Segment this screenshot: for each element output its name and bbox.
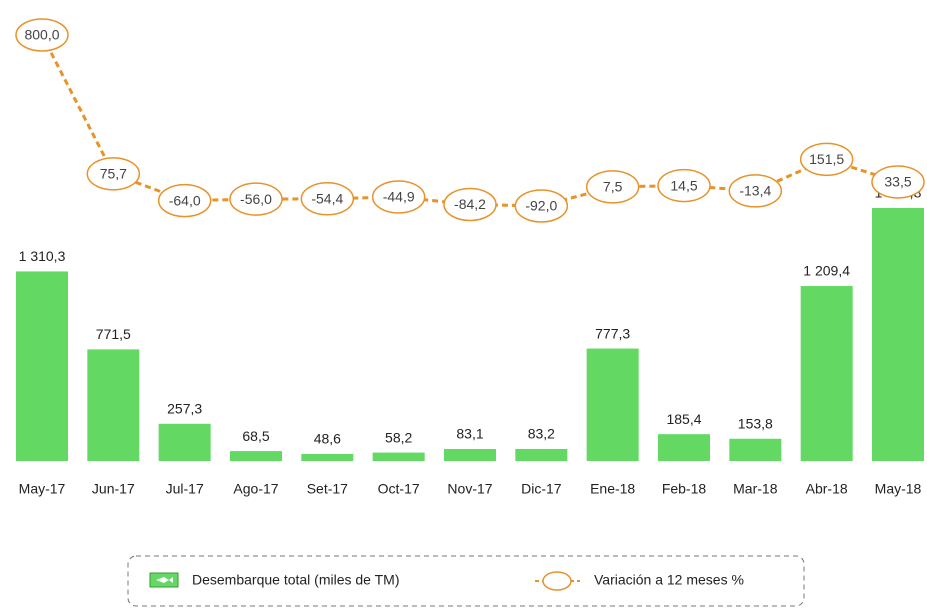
bar-value-label: 1 209,4 <box>803 263 850 279</box>
bar <box>586 348 639 461</box>
line-value-label: -84,2 <box>454 196 486 212</box>
line-marker <box>799 142 854 177</box>
bar <box>301 453 354 461</box>
line-marker <box>371 180 426 214</box>
bar-value-label: 771,5 <box>96 326 131 342</box>
line-value-label: -54,4 <box>311 190 343 206</box>
x-tick-label: May-17 <box>19 481 66 497</box>
bar-value-label: 48,6 <box>314 431 341 447</box>
line-value-label: -92,0 <box>525 198 557 214</box>
legend-label: Variación a 12 meses % <box>594 572 744 588</box>
bar <box>372 452 425 461</box>
bar <box>872 208 924 461</box>
line-marker <box>300 182 355 216</box>
line-marker <box>871 165 925 199</box>
x-tick-label: Ago-17 <box>233 481 278 497</box>
line-value-label: -56,0 <box>240 191 272 207</box>
bar-value-label: 68,5 <box>242 428 269 444</box>
line-value-label: 33,5 <box>884 174 911 190</box>
bar <box>230 451 282 461</box>
bar-value-label: 153,8 <box>738 415 773 431</box>
x-tick-label: Dic-17 <box>521 481 562 497</box>
bar <box>658 434 710 461</box>
bar <box>800 286 853 461</box>
line-value-label: -44,9 <box>383 189 415 205</box>
bar <box>158 423 211 461</box>
line-marker <box>229 182 283 216</box>
x-tick-label: Oct-17 <box>378 481 420 497</box>
x-tick-label: Ene-18 <box>590 481 635 497</box>
bar <box>444 448 496 461</box>
legend-label: Desembarque total (miles de TM) <box>192 572 399 588</box>
line-value-label: 75,7 <box>100 166 127 182</box>
line-marker <box>15 18 69 52</box>
bar <box>729 438 782 461</box>
line-marker <box>86 157 141 191</box>
bar-value-label: 1 310,3 <box>19 248 66 264</box>
line-value-label: 151,5 <box>809 151 844 167</box>
x-tick-label: Set-17 <box>307 481 348 497</box>
bar-value-label: 777,3 <box>595 325 630 341</box>
bar <box>16 271 68 461</box>
legend-icon <box>156 577 173 583</box>
bar <box>515 448 568 461</box>
legend-box <box>127 555 805 607</box>
line-marker <box>728 174 783 208</box>
line-value-label: -13,4 <box>739 183 771 199</box>
bar-value-label: 185,4 <box>666 411 701 427</box>
x-tick-label: Feb-18 <box>662 481 707 497</box>
line-marker <box>157 183 212 218</box>
line-marker <box>443 187 497 222</box>
bar-value-label: 83,1 <box>456 426 483 442</box>
x-tick-label: May-18 <box>875 481 922 497</box>
x-tick-label: Jul-17 <box>166 481 204 497</box>
line-value-label: 7,5 <box>603 179 623 195</box>
x-tick-label: Abr-18 <box>806 481 848 497</box>
line-marker <box>514 189 569 223</box>
legend: Desembarque total (miles de TM) Variació… <box>149 571 744 591</box>
line-marker <box>657 168 711 203</box>
line-value-label: 800,0 <box>24 27 59 43</box>
legend-swatch-marker <box>542 571 572 591</box>
x-tick-label: Mar-18 <box>733 481 778 497</box>
bar <box>87 349 140 461</box>
bar-value-label: 83,2 <box>528 426 555 442</box>
x-tick-label: Jun-17 <box>92 481 135 497</box>
line-marker <box>585 170 640 204</box>
bar-value-label: 58,2 <box>385 429 412 445</box>
bar-value-label: 257,3 <box>167 400 202 416</box>
line-value-label: -64,0 <box>169 192 201 208</box>
line-value-label: 14,5 <box>670 177 697 193</box>
x-tick-label: Nov-17 <box>447 481 492 497</box>
